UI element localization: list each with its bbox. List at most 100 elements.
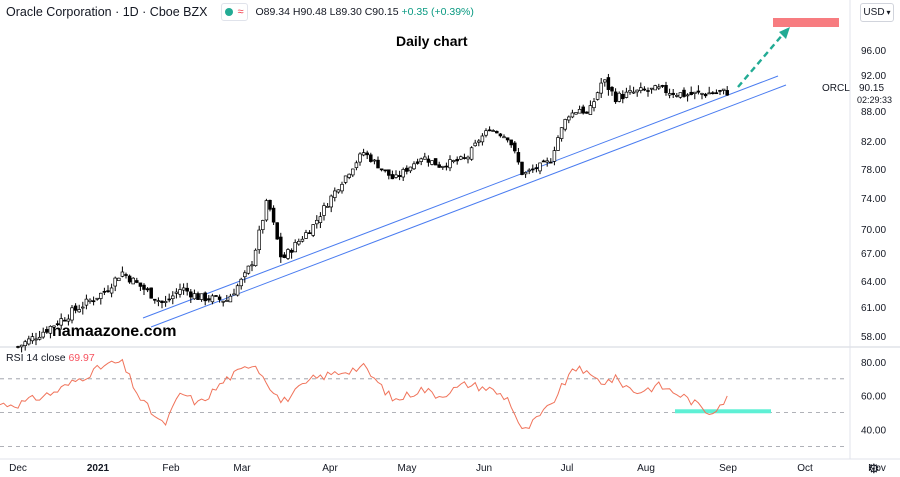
candle-body — [505, 137, 510, 141]
candle-body — [574, 112, 578, 115]
candle-body — [711, 92, 715, 95]
candle-body — [196, 293, 200, 300]
candle-body — [228, 295, 233, 303]
price-tick-label: 92.00 — [861, 71, 886, 82]
candle-body — [232, 293, 236, 296]
chevron-down-icon: ▾ — [886, 8, 891, 17]
time-axis-label: 2021 — [87, 463, 110, 474]
ohlc-low: L89.30 — [329, 6, 362, 18]
candle-body — [171, 295, 175, 300]
rsi-tick-label: 60.00 — [861, 392, 886, 403]
gear-icon[interactable]: ⚙ — [868, 461, 880, 476]
price-pane-bg — [0, 0, 848, 345]
candle-body — [199, 293, 204, 300]
candle-body — [322, 205, 326, 216]
candle-body — [703, 93, 708, 97]
time-axis-label: Apr — [322, 463, 338, 474]
candle-body — [268, 199, 272, 210]
price-tick-label: 64.00 — [861, 277, 886, 288]
candle-body — [286, 249, 290, 259]
candle-body — [246, 265, 251, 274]
rsi-tick-label: 80.00 — [861, 358, 886, 369]
last-price-label: 90.15 — [859, 83, 884, 94]
target-annotations[interactable]: Daily chart namaazone.com ORCL 90.1502:29:3… — [52, 18, 898, 340]
rsi-support-zone — [675, 409, 771, 414]
price-tick-label: 58.00 — [861, 332, 886, 343]
rsi-legend[interactable]: RSI 14 close 69.97 — [6, 352, 95, 364]
wave-icon: ≈ — [237, 6, 244, 18]
chart-title: Daily chart — [396, 33, 468, 49]
candle-body — [581, 106, 585, 114]
candle-body — [138, 282, 143, 287]
candle-body — [271, 207, 276, 223]
time-axis-label: Aug — [637, 463, 655, 474]
last-price-box — [852, 80, 898, 106]
candle-body — [315, 219, 319, 225]
currency-selector[interactable]: USD ▾ — [860, 3, 894, 22]
candle-body — [480, 135, 485, 143]
symbol-title[interactable]: Oracle Corporation · 1D · Cboe BZX — [6, 5, 208, 19]
candle-body — [599, 82, 603, 94]
candle-body — [351, 168, 355, 176]
candle-body — [459, 156, 463, 160]
candle-body — [559, 127, 564, 139]
candle-body — [667, 93, 672, 96]
grid-lines — [0, 0, 900, 460]
candle-body — [66, 318, 71, 322]
price-tick-label: 61.00 — [861, 303, 886, 314]
candle-body — [181, 287, 186, 291]
candle-body — [538, 162, 542, 172]
time-axis-label: Jun — [476, 463, 492, 474]
candle-body — [603, 79, 607, 83]
candle-body — [718, 90, 722, 92]
candle-body — [430, 160, 434, 165]
candle-body — [102, 290, 107, 293]
candle-body — [210, 295, 215, 303]
candle-body — [451, 160, 456, 162]
candle-body — [552, 150, 557, 162]
candle-body — [124, 274, 128, 276]
candle-body — [178, 289, 182, 295]
candle-body — [59, 318, 63, 326]
time-axis-label: Dec — [9, 463, 27, 474]
candle-body — [610, 86, 614, 92]
rsi-title: RSI 14 close — [6, 352, 66, 364]
trendline-channel[interactable] — [142, 75, 787, 328]
market-status-pill[interactable]: ≈ — [221, 3, 248, 21]
price-tick-label: 74.00 — [861, 194, 886, 205]
candle-body — [289, 249, 294, 253]
candle-body — [685, 94, 690, 97]
candle-body — [45, 329, 49, 333]
candle-body — [113, 277, 117, 287]
time-axis-label: May — [398, 463, 417, 474]
candle-body — [534, 167, 539, 170]
candle-body — [235, 285, 240, 296]
candle-body — [397, 175, 402, 177]
candle-body — [689, 91, 693, 95]
candle-body — [372, 159, 377, 162]
trendline-lower — [150, 84, 787, 328]
candle-body — [203, 292, 207, 302]
watermark: namaazone.com — [52, 323, 176, 340]
candle-body — [624, 91, 629, 98]
candle-body — [217, 296, 222, 300]
candle-body — [106, 290, 110, 293]
candle-body — [613, 91, 618, 103]
candle-body — [473, 142, 477, 147]
candle-body — [239, 278, 243, 287]
candle-body — [401, 169, 405, 178]
candle-body — [120, 271, 125, 277]
candle-body — [192, 293, 197, 300]
candle-body — [585, 111, 589, 114]
candle-body — [117, 277, 121, 282]
candle-body — [426, 158, 431, 163]
candle-body — [682, 89, 686, 97]
candle-body — [408, 166, 413, 172]
candle-body — [225, 300, 229, 302]
candle-body — [628, 90, 632, 93]
candle-body — [419, 158, 423, 162]
candle-body — [354, 162, 359, 169]
candle-body — [563, 119, 567, 130]
price-tick-label: 82.00 — [861, 137, 886, 148]
